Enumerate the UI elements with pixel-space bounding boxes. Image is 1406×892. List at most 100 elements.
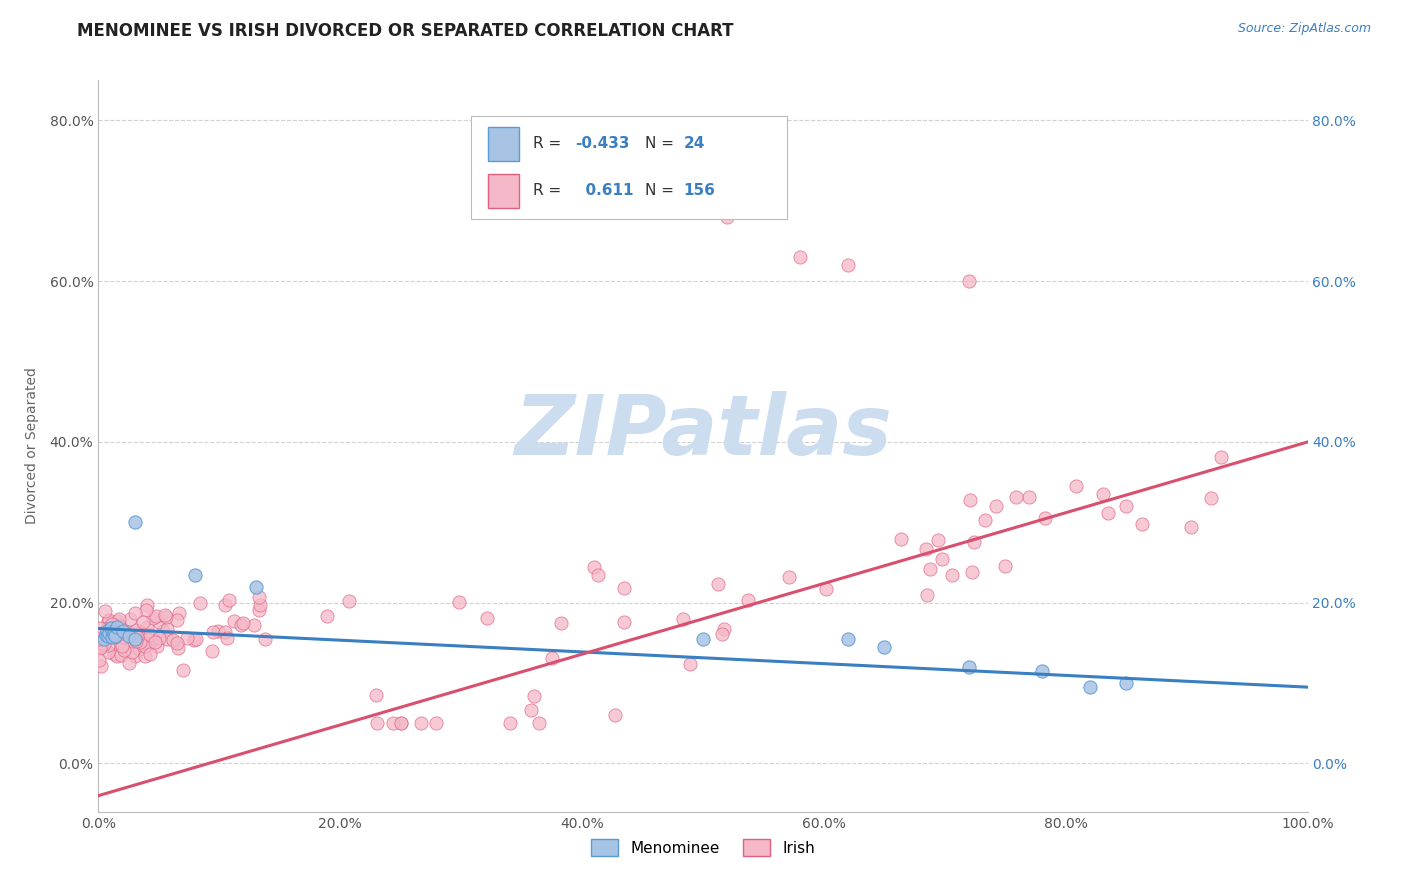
Point xyxy=(519,703,541,717)
Point xyxy=(249,603,271,617)
Point xyxy=(105,649,128,664)
Point xyxy=(915,541,938,556)
Text: MENOMINEE VS IRISH DIVORCED OR SEPARATED CORRELATION CHART: MENOMINEE VS IRISH DIVORCED OR SEPARATED… xyxy=(77,22,734,40)
Point xyxy=(156,632,179,646)
Point xyxy=(89,637,111,651)
Point xyxy=(108,619,131,633)
Point xyxy=(125,630,148,644)
Point xyxy=(96,632,118,646)
Point xyxy=(94,628,117,642)
Point xyxy=(148,631,170,645)
Point xyxy=(1064,479,1087,493)
Point xyxy=(104,630,127,644)
Point xyxy=(214,599,236,613)
Point xyxy=(963,535,986,549)
Point xyxy=(941,568,963,582)
Point xyxy=(138,647,160,661)
Point xyxy=(91,630,114,644)
Point xyxy=(98,626,121,640)
Point xyxy=(96,624,118,638)
Text: 0.611: 0.611 xyxy=(575,184,634,198)
Y-axis label: Divorced or Separated: Divorced or Separated xyxy=(24,368,38,524)
Point xyxy=(138,633,160,648)
Point xyxy=(984,499,1007,513)
Point xyxy=(129,635,152,649)
Point xyxy=(710,627,733,641)
Text: 24: 24 xyxy=(683,136,704,151)
Point xyxy=(789,250,811,264)
Point xyxy=(974,512,997,526)
Point xyxy=(837,632,859,646)
Point xyxy=(247,590,270,604)
Point xyxy=(136,598,159,612)
Point xyxy=(89,621,111,635)
Point xyxy=(97,645,120,659)
Point xyxy=(232,615,254,630)
Point xyxy=(111,639,134,653)
Point xyxy=(156,622,179,636)
Text: 156: 156 xyxy=(683,184,716,198)
Point xyxy=(93,632,115,646)
Point xyxy=(337,593,360,607)
Point xyxy=(582,559,605,574)
Point xyxy=(148,615,170,629)
Point xyxy=(114,628,136,642)
Point xyxy=(124,632,146,646)
Point xyxy=(449,595,471,609)
Point xyxy=(134,649,156,664)
Point xyxy=(118,612,141,626)
Point xyxy=(737,593,759,607)
Point xyxy=(1078,680,1101,694)
Point xyxy=(245,580,267,594)
Point xyxy=(87,632,110,646)
Point xyxy=(135,620,157,634)
Point xyxy=(129,624,152,639)
Point xyxy=(1018,490,1040,504)
Point xyxy=(214,624,236,639)
Point xyxy=(132,615,155,629)
Point xyxy=(93,637,115,651)
Point xyxy=(927,533,949,547)
Text: Source: ZipAtlas.com: Source: ZipAtlas.com xyxy=(1237,22,1371,36)
Point xyxy=(254,632,277,646)
Text: R =: R = xyxy=(533,184,561,198)
Point xyxy=(1115,500,1137,514)
Point xyxy=(118,630,141,644)
Point xyxy=(605,707,627,722)
Point xyxy=(215,631,238,645)
Point xyxy=(218,592,240,607)
Point xyxy=(107,626,129,640)
Point xyxy=(184,632,207,646)
Point xyxy=(613,581,636,595)
Point xyxy=(103,626,125,640)
Point xyxy=(382,716,405,731)
Point xyxy=(117,656,139,670)
Point xyxy=(97,638,120,652)
Point xyxy=(1031,664,1053,678)
Point xyxy=(139,627,162,641)
Point xyxy=(128,642,150,657)
Point xyxy=(222,614,245,628)
Point xyxy=(97,614,120,628)
Point xyxy=(672,612,695,626)
Point xyxy=(136,632,159,647)
Point xyxy=(169,606,191,620)
Point xyxy=(111,630,134,644)
Point xyxy=(89,640,111,655)
Point xyxy=(1033,511,1056,525)
Point xyxy=(960,566,983,580)
Point xyxy=(101,616,124,631)
Point xyxy=(110,648,132,663)
Point xyxy=(135,603,157,617)
Point xyxy=(112,642,135,657)
Point xyxy=(692,632,714,646)
Point xyxy=(124,516,146,530)
Point xyxy=(103,647,125,661)
Point xyxy=(97,630,120,644)
Legend: Menominee, Irish: Menominee, Irish xyxy=(585,833,821,863)
Point xyxy=(124,648,146,663)
Point xyxy=(90,640,112,654)
Point xyxy=(108,612,131,626)
Point xyxy=(957,274,980,288)
Point xyxy=(1115,676,1137,690)
